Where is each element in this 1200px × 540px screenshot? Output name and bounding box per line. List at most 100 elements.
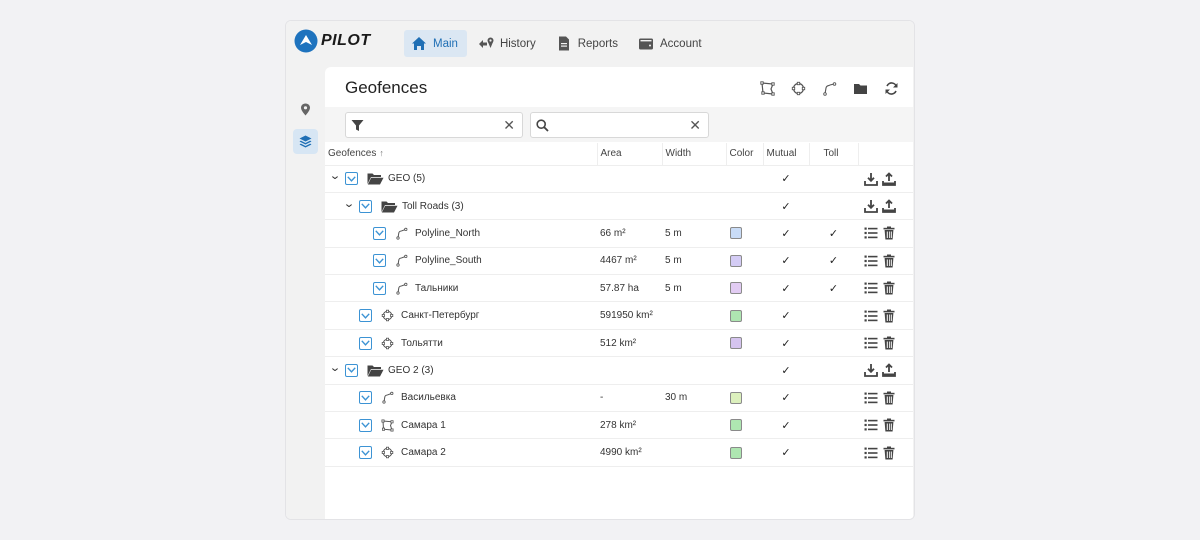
- table-row[interactable]: Васильевка -30 m ✓: [325, 384, 913, 413]
- delete-button[interactable]: [882, 226, 896, 240]
- row-checkbox[interactable]: [345, 172, 358, 186]
- column-header-geofences[interactable]: Geofences ↑: [325, 143, 598, 166]
- download-button[interactable]: [864, 363, 878, 378]
- row-checkbox[interactable]: [359, 336, 372, 350]
- row-checkbox[interactable]: [359, 446, 372, 460]
- geofence-name[interactable]: Самара 1: [401, 419, 446, 431]
- sidebar-item-geofences[interactable]: [293, 129, 318, 154]
- table-row[interactable]: Тальники 57.87 ha 5 m ✓ ✓: [325, 274, 913, 303]
- color-swatch[interactable]: [730, 337, 742, 350]
- geofence-name[interactable]: Polyline_North: [415, 227, 481, 239]
- circle-geofence-icon: [791, 81, 805, 95]
- table-row-group[interactable]: ⌄ GEO (5) ✓: [325, 165, 913, 193]
- search-clear-button[interactable]: ✕: [689, 117, 701, 133]
- refresh-button[interactable]: [881, 79, 901, 97]
- color-swatch[interactable]: [730, 227, 742, 240]
- filter-input[interactable]: [369, 115, 519, 135]
- color-swatch[interactable]: [730, 282, 742, 295]
- nav-history[interactable]: History: [471, 30, 545, 57]
- delete-button[interactable]: [882, 254, 896, 268]
- color-swatch[interactable]: [730, 419, 742, 432]
- row-checkbox[interactable]: [359, 418, 372, 432]
- nav-account[interactable]: Account: [631, 30, 711, 57]
- geofence-name[interactable]: Васильевка: [401, 392, 456, 404]
- upload-button[interactable]: [882, 171, 896, 186]
- download-button[interactable]: [864, 172, 878, 186]
- sidebar-item-map[interactable]: [293, 97, 318, 122]
- row-checkbox[interactable]: [359, 199, 372, 213]
- geofence-name[interactable]: Polyline_South: [415, 255, 482, 267]
- row-checkbox[interactable]: [359, 391, 372, 405]
- search-input[interactable]: [554, 115, 704, 135]
- polyline-icon: [822, 81, 836, 96]
- color-swatch[interactable]: [730, 254, 742, 267]
- geofence-name[interactable]: Тальники: [415, 282, 459, 294]
- color-swatch[interactable]: [730, 309, 742, 322]
- details-button[interactable]: [864, 336, 878, 350]
- chevron-down-icon[interactable]: ⌄: [329, 361, 341, 374]
- upload-button[interactable]: [882, 199, 896, 213]
- table-row[interactable]: Polyline_South 4467 m² 5 m ✓ ✓: [325, 247, 913, 276]
- download-button[interactable]: [864, 199, 878, 213]
- details-button[interactable]: [864, 309, 878, 323]
- table-row[interactable]: Polyline_North 66 m² 5 m ✓ ✓: [325, 219, 913, 248]
- color-cell: [726, 411, 763, 440]
- geofence-name[interactable]: Тольятти: [401, 337, 443, 349]
- filter-clear-button[interactable]: ✕: [503, 117, 515, 133]
- trash-icon: [883, 281, 895, 295]
- table-row-group[interactable]: ⌄ GEO 2 (3) ✓: [325, 356, 913, 385]
- geofence-name[interactable]: GEO 2 (3): [388, 364, 434, 376]
- table-row[interactable]: Тольятти 512 km² ✓: [325, 329, 913, 358]
- add-polygon-button[interactable]: [757, 79, 777, 97]
- row-checkbox[interactable]: [359, 309, 372, 323]
- row-checkbox[interactable]: [373, 226, 386, 240]
- table-row[interactable]: Самара 1 278 km² ✓: [325, 411, 913, 440]
- details-button[interactable]: [864, 446, 878, 460]
- upload-button[interactable]: [882, 363, 896, 378]
- row-checkbox[interactable]: [345, 363, 358, 377]
- logo[interactable]: PILOT: [294, 29, 371, 53]
- add-folder-button[interactable]: [850, 79, 870, 97]
- delete-button[interactable]: [882, 446, 896, 460]
- geofence-name[interactable]: Toll Roads (3): [402, 200, 464, 212]
- mutual-cell: ✓: [763, 247, 809, 276]
- chevron-down-icon[interactable]: ⌄: [343, 197, 355, 210]
- width-cell: [662, 438, 726, 467]
- color-swatch[interactable]: [730, 391, 742, 404]
- nav-reports[interactable]: Reports: [549, 30, 627, 57]
- layers-icon: [299, 135, 312, 148]
- chevron-down-icon[interactable]: ⌄: [329, 170, 341, 183]
- delete-button[interactable]: [882, 391, 896, 405]
- geofence-name[interactable]: Санкт-Петербург: [401, 310, 480, 322]
- trash-icon: [883, 446, 895, 460]
- delete-button[interactable]: [882, 281, 896, 295]
- column-header-mutual[interactable]: Mutual: [763, 143, 810, 166]
- details-button[interactable]: [864, 226, 878, 240]
- column-header-area[interactable]: Area: [597, 143, 663, 166]
- table-row[interactable]: Санкт-Петербург 591950 km² ✓: [325, 301, 913, 330]
- details-button[interactable]: [864, 391, 878, 405]
- list-icon: [864, 447, 878, 459]
- row-checkbox[interactable]: [373, 254, 386, 268]
- geofence-name[interactable]: Самара 2: [401, 447, 446, 459]
- column-header-toll[interactable]: Toll: [809, 143, 859, 166]
- details-button[interactable]: [864, 254, 878, 268]
- geofence-name[interactable]: GEO (5): [388, 173, 426, 185]
- color-swatch[interactable]: [730, 446, 742, 459]
- delete-button[interactable]: [882, 336, 896, 350]
- table-row-group[interactable]: ⌄ Toll Roads (3) ✓: [325, 192, 913, 221]
- nav-main[interactable]: Main: [404, 30, 467, 57]
- folder-open-icon: [380, 199, 398, 213]
- details-button[interactable]: [864, 418, 878, 432]
- add-circle-button[interactable]: [788, 79, 808, 97]
- column-header-width[interactable]: Width: [662, 143, 727, 166]
- row-checkbox[interactable]: [373, 281, 386, 295]
- delete-button[interactable]: [882, 309, 896, 323]
- delete-button[interactable]: [882, 418, 896, 432]
- column-header-color[interactable]: Color: [726, 143, 764, 166]
- color-cell: [726, 329, 763, 358]
- add-polyline-button[interactable]: [819, 79, 839, 97]
- details-button[interactable]: [864, 281, 878, 295]
- polyline-icon: [380, 391, 394, 405]
- table-row[interactable]: Самара 2 4990 km² ✓: [325, 438, 913, 467]
